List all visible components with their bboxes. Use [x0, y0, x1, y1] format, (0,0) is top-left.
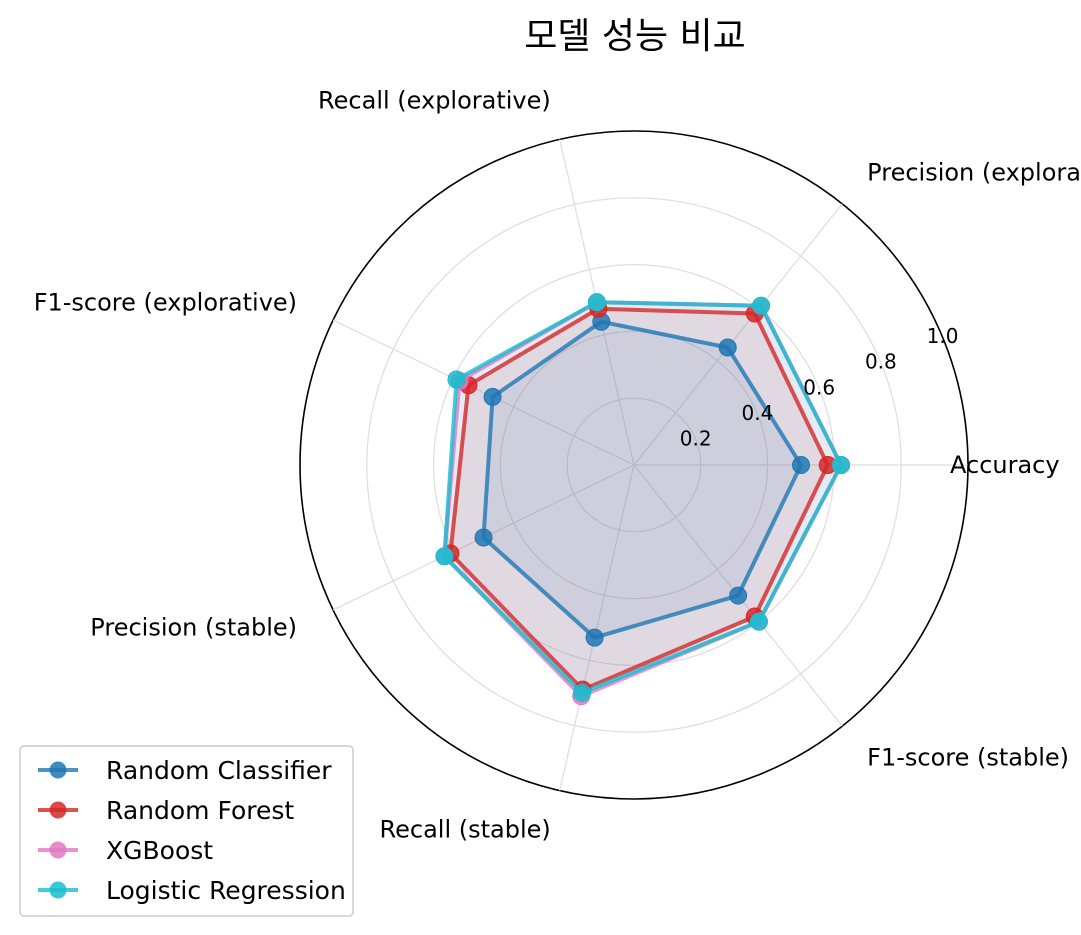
- axis-label: Accuracy: [950, 451, 1060, 479]
- data-point-logistic-regression: [435, 547, 454, 566]
- series-line-logistic-regression: [442, 300, 844, 695]
- axis-label: F1-score (explorative): [34, 289, 297, 317]
- legend-frame: [19, 745, 354, 917]
- axis-label: Precision (explorative): [867, 159, 1081, 187]
- axis-label: Recall (stable): [380, 816, 551, 844]
- data-point-logistic-regression: [749, 612, 768, 631]
- legend-label: Random Forest: [106, 796, 294, 825]
- data-point-logistic-regression: [587, 293, 606, 312]
- data-point-logistic-regression: [572, 683, 591, 702]
- data-point-random-classifier: [474, 528, 493, 547]
- chart-title: 모델 성능 비교: [524, 16, 746, 57]
- legend: Random Classifier Random Forest XGBoost Log…: [19, 745, 354, 917]
- grid-spoke: [559, 464, 635, 791]
- grid-spoke: [332, 319, 635, 466]
- radial-tick-label: 0.6: [803, 375, 835, 399]
- axis-labels: Accuracy Precision (explorative) Recall (e…: [34, 86, 1081, 843]
- grid-spoke: [633, 203, 843, 466]
- legend-marker-random-forest: [49, 801, 67, 819]
- radial-tick-label: 0.8: [865, 350, 897, 374]
- legend-label: XGBoost: [106, 836, 213, 865]
- radial-tick-label: 1.0: [927, 324, 959, 348]
- legend-label: Random Classifier: [106, 756, 332, 785]
- data-point-logistic-regression: [447, 370, 466, 389]
- legend-marker-random-classifier: [49, 761, 67, 779]
- axis-label: Recall (explorative): [318, 86, 551, 114]
- axis-label: F1-score (stable): [867, 743, 1069, 771]
- data-point-logistic-regression: [832, 456, 851, 474]
- axis-label: Precision (stable): [90, 613, 297, 641]
- legend-marker-logistic-regression: [49, 881, 67, 899]
- series-line-random-forest: [448, 306, 830, 692]
- radial-tick-labels: 0.2 0.4 0.6 0.8 1.0: [680, 324, 959, 450]
- legend-marker-xgboost: [49, 841, 67, 859]
- data-point-random-classifier: [729, 586, 748, 605]
- data-point-random-classifier: [718, 338, 737, 357]
- data-point-random-classifier: [483, 387, 502, 406]
- series-line-random-classifier: [481, 319, 803, 640]
- data-point-logistic-regression: [752, 296, 771, 315]
- series-fill-logistic-regression: [444, 302, 842, 693]
- radial-tick-label: 0.4: [742, 401, 774, 425]
- radial-tick-label: 0.2: [680, 426, 712, 450]
- series-fill-random-classifier: [483, 321, 801, 638]
- data-point-random-classifier: [585, 628, 604, 647]
- data-point-random-classifier: [792, 456, 810, 474]
- radar-series: [435, 293, 851, 706]
- legend-label: Logistic Regression: [106, 876, 346, 905]
